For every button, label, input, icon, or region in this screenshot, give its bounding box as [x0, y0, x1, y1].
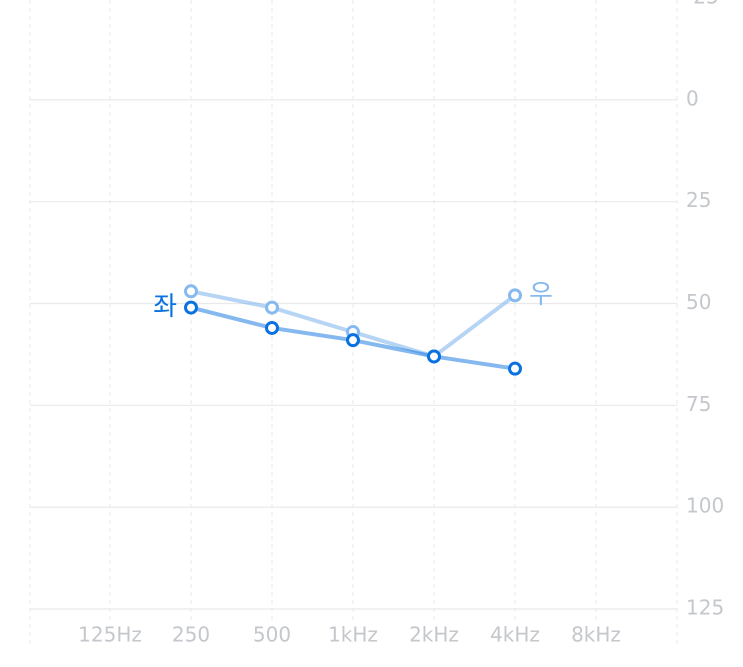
x-tick-label: 2kHz: [409, 623, 459, 647]
y-tick-label: 75: [686, 392, 711, 416]
x-tick-label: 125Hz: [78, 623, 142, 647]
x-tick-label: 8kHz: [571, 623, 621, 647]
y-tick-label: 125: [686, 596, 724, 620]
x-tick-label: 1kHz: [328, 623, 378, 647]
y-tick-label: 0: [686, 86, 699, 110]
series-label: 우: [529, 280, 553, 310]
series-label: 좌: [153, 292, 177, 322]
y-tick-label: -25: [686, 0, 719, 9]
y-tick-label: 100: [686, 494, 724, 518]
y-tick-label: 50: [686, 290, 711, 314]
y-tick-label: 25: [686, 188, 711, 212]
point: [346, 333, 360, 348]
point: [427, 349, 441, 364]
x-tick-label: 250: [172, 623, 210, 647]
point: [265, 320, 279, 335]
point: [184, 300, 198, 315]
x-tick-label: 4kHz: [490, 623, 540, 647]
point: [184, 284, 198, 299]
point: [508, 288, 522, 303]
point: [265, 300, 279, 315]
point: [508, 361, 522, 376]
x-tick-label: 500: [253, 623, 291, 647]
